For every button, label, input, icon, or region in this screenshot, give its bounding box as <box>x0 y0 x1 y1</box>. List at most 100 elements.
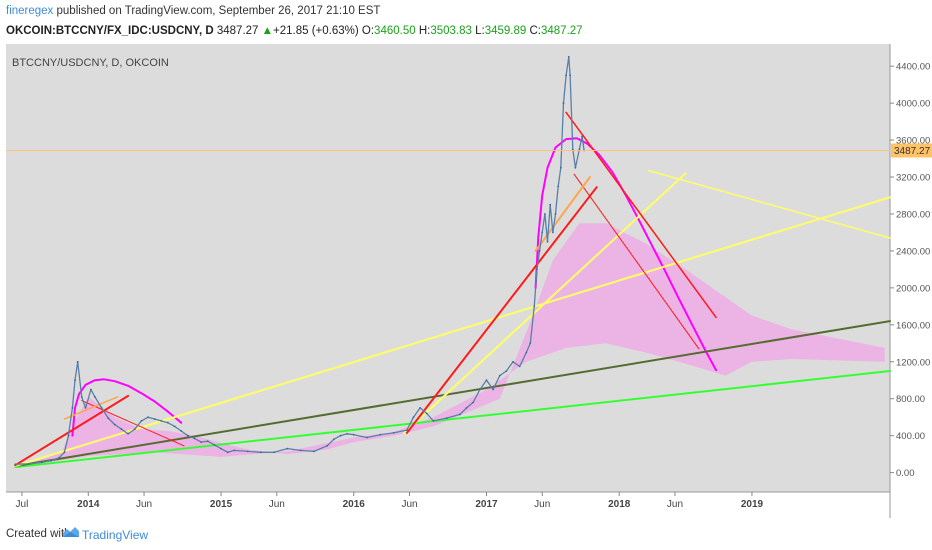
price-point <box>286 447 289 450</box>
price-point <box>546 240 549 243</box>
x-tick-label: 2015 <box>210 499 233 510</box>
y-tick-label: 3200.00 <box>896 173 930 184</box>
close-label: C: <box>529 25 541 37</box>
price-axis[interactable] <box>890 44 932 518</box>
price-point <box>173 425 176 428</box>
time-axis[interactable] <box>6 492 890 518</box>
price-point <box>392 432 395 434</box>
y-tick-label: 2400.00 <box>896 246 930 257</box>
price-point <box>107 417 110 419</box>
price-point <box>567 56 570 58</box>
drawing-line-7 <box>647 169 891 239</box>
price-point <box>569 74 571 77</box>
y-tick-label: 0.00 <box>896 468 915 479</box>
price-point <box>425 412 428 415</box>
price-point <box>518 365 521 368</box>
price-point <box>445 417 448 419</box>
up-arrow-icon: ▲ <box>261 25 274 37</box>
x-tick-label: 2016 <box>343 499 366 510</box>
price-point <box>220 447 222 450</box>
price-point <box>259 451 262 454</box>
x-tick-label: Jun <box>269 499 285 510</box>
price-point <box>127 432 129 435</box>
price-point <box>538 250 541 252</box>
last-price-badge <box>891 143 932 158</box>
change-value: +21.85 (+0.63%) <box>273 25 359 37</box>
price-point <box>76 360 79 363</box>
high-label: H: <box>418 25 431 37</box>
price-point <box>90 388 92 391</box>
price-point <box>419 407 421 409</box>
high-value: 3503.83 <box>430 25 472 37</box>
y-tick-label: 800.00 <box>896 394 925 405</box>
price-point <box>326 444 329 447</box>
price-point <box>299 449 302 452</box>
y-tick-label: 400.00 <box>896 431 925 442</box>
drawing-line-9 <box>405 186 598 434</box>
price-point <box>120 428 123 431</box>
price-point <box>58 456 60 459</box>
price-point <box>206 440 209 443</box>
price-point <box>574 166 577 169</box>
publish-line: fineregex published on TradingView.com, … <box>6 5 380 17</box>
price-point <box>71 407 74 409</box>
drawing-line-14 <box>63 396 119 420</box>
price-point <box>465 407 468 409</box>
y-tick-label: 4400.00 <box>896 62 930 73</box>
y-tick-label: 1600.00 <box>896 320 930 331</box>
drawing-poly-1 <box>71 378 183 437</box>
low-label: L: <box>475 25 485 37</box>
price-point <box>213 444 216 446</box>
price-point <box>571 148 574 151</box>
drawing-line-6 <box>403 172 687 434</box>
price-point <box>346 432 348 435</box>
price-point <box>459 413 461 416</box>
price-point <box>233 449 236 452</box>
drawing-line-4 <box>14 320 891 468</box>
price-point <box>544 213 546 215</box>
drawing-line-13 <box>534 176 591 252</box>
drawing-line-8 <box>14 394 130 467</box>
price-point <box>140 420 143 422</box>
price-point <box>332 438 335 441</box>
drawing-line-3 <box>14 370 891 469</box>
price-point <box>74 379 76 382</box>
price-point <box>554 213 557 215</box>
x-tick-label: Jun <box>534 499 550 510</box>
price-point <box>113 423 116 426</box>
price-point <box>186 434 189 437</box>
price-point <box>406 429 408 431</box>
x-tick-label: 2014 <box>77 499 100 510</box>
price-point <box>80 396 83 398</box>
drawing-poly-2 <box>534 137 718 372</box>
author-link[interactable]: fineregex <box>6 5 54 17</box>
x-tick-label: 2017 <box>475 499 498 510</box>
drawing-line-11 <box>573 173 700 350</box>
created-with-text: Created with <box>6 528 71 540</box>
price-point <box>84 407 87 409</box>
price-point <box>479 388 481 391</box>
tradingview-logo-icon[interactable] <box>62 524 80 540</box>
price-point <box>505 370 508 372</box>
price-point <box>246 450 249 453</box>
last-price-label: 3487.27 <box>894 146 931 157</box>
drawing-line-12 <box>81 400 185 447</box>
price-point <box>529 342 532 345</box>
price-point <box>533 305 536 308</box>
price-point <box>180 430 183 432</box>
tradingview-brand[interactable]: TradingView <box>82 528 149 542</box>
price-chart[interactable]: 0.00 400.00 800.00 1200.00 1600.00 2000.00 240… <box>0 44 932 518</box>
close-value: 3487.27 <box>540 25 583 37</box>
x-tick-label: Jun <box>667 499 683 510</box>
footer: Created with TradingView <box>0 518 932 550</box>
y-tick-label: 2000.00 <box>896 283 930 294</box>
y-tick-label: 4000.00 <box>896 99 930 110</box>
x-axis-ticks: Jul 2014 Jun 2015 Jun 2016 Jun 2017 Jun 2018 Jun 20… <box>16 492 764 510</box>
x-tick-label: Jun <box>136 499 152 510</box>
price-point <box>63 451 66 454</box>
price-point <box>133 428 136 431</box>
price-point <box>153 418 156 420</box>
drawing-fill-0 <box>19 223 885 468</box>
x-tick-label: 2018 <box>608 499 631 510</box>
y-axis-ticks: 0.00 400.00 800.00 1200.00 1600.00 2000.00 240… <box>890 62 930 479</box>
